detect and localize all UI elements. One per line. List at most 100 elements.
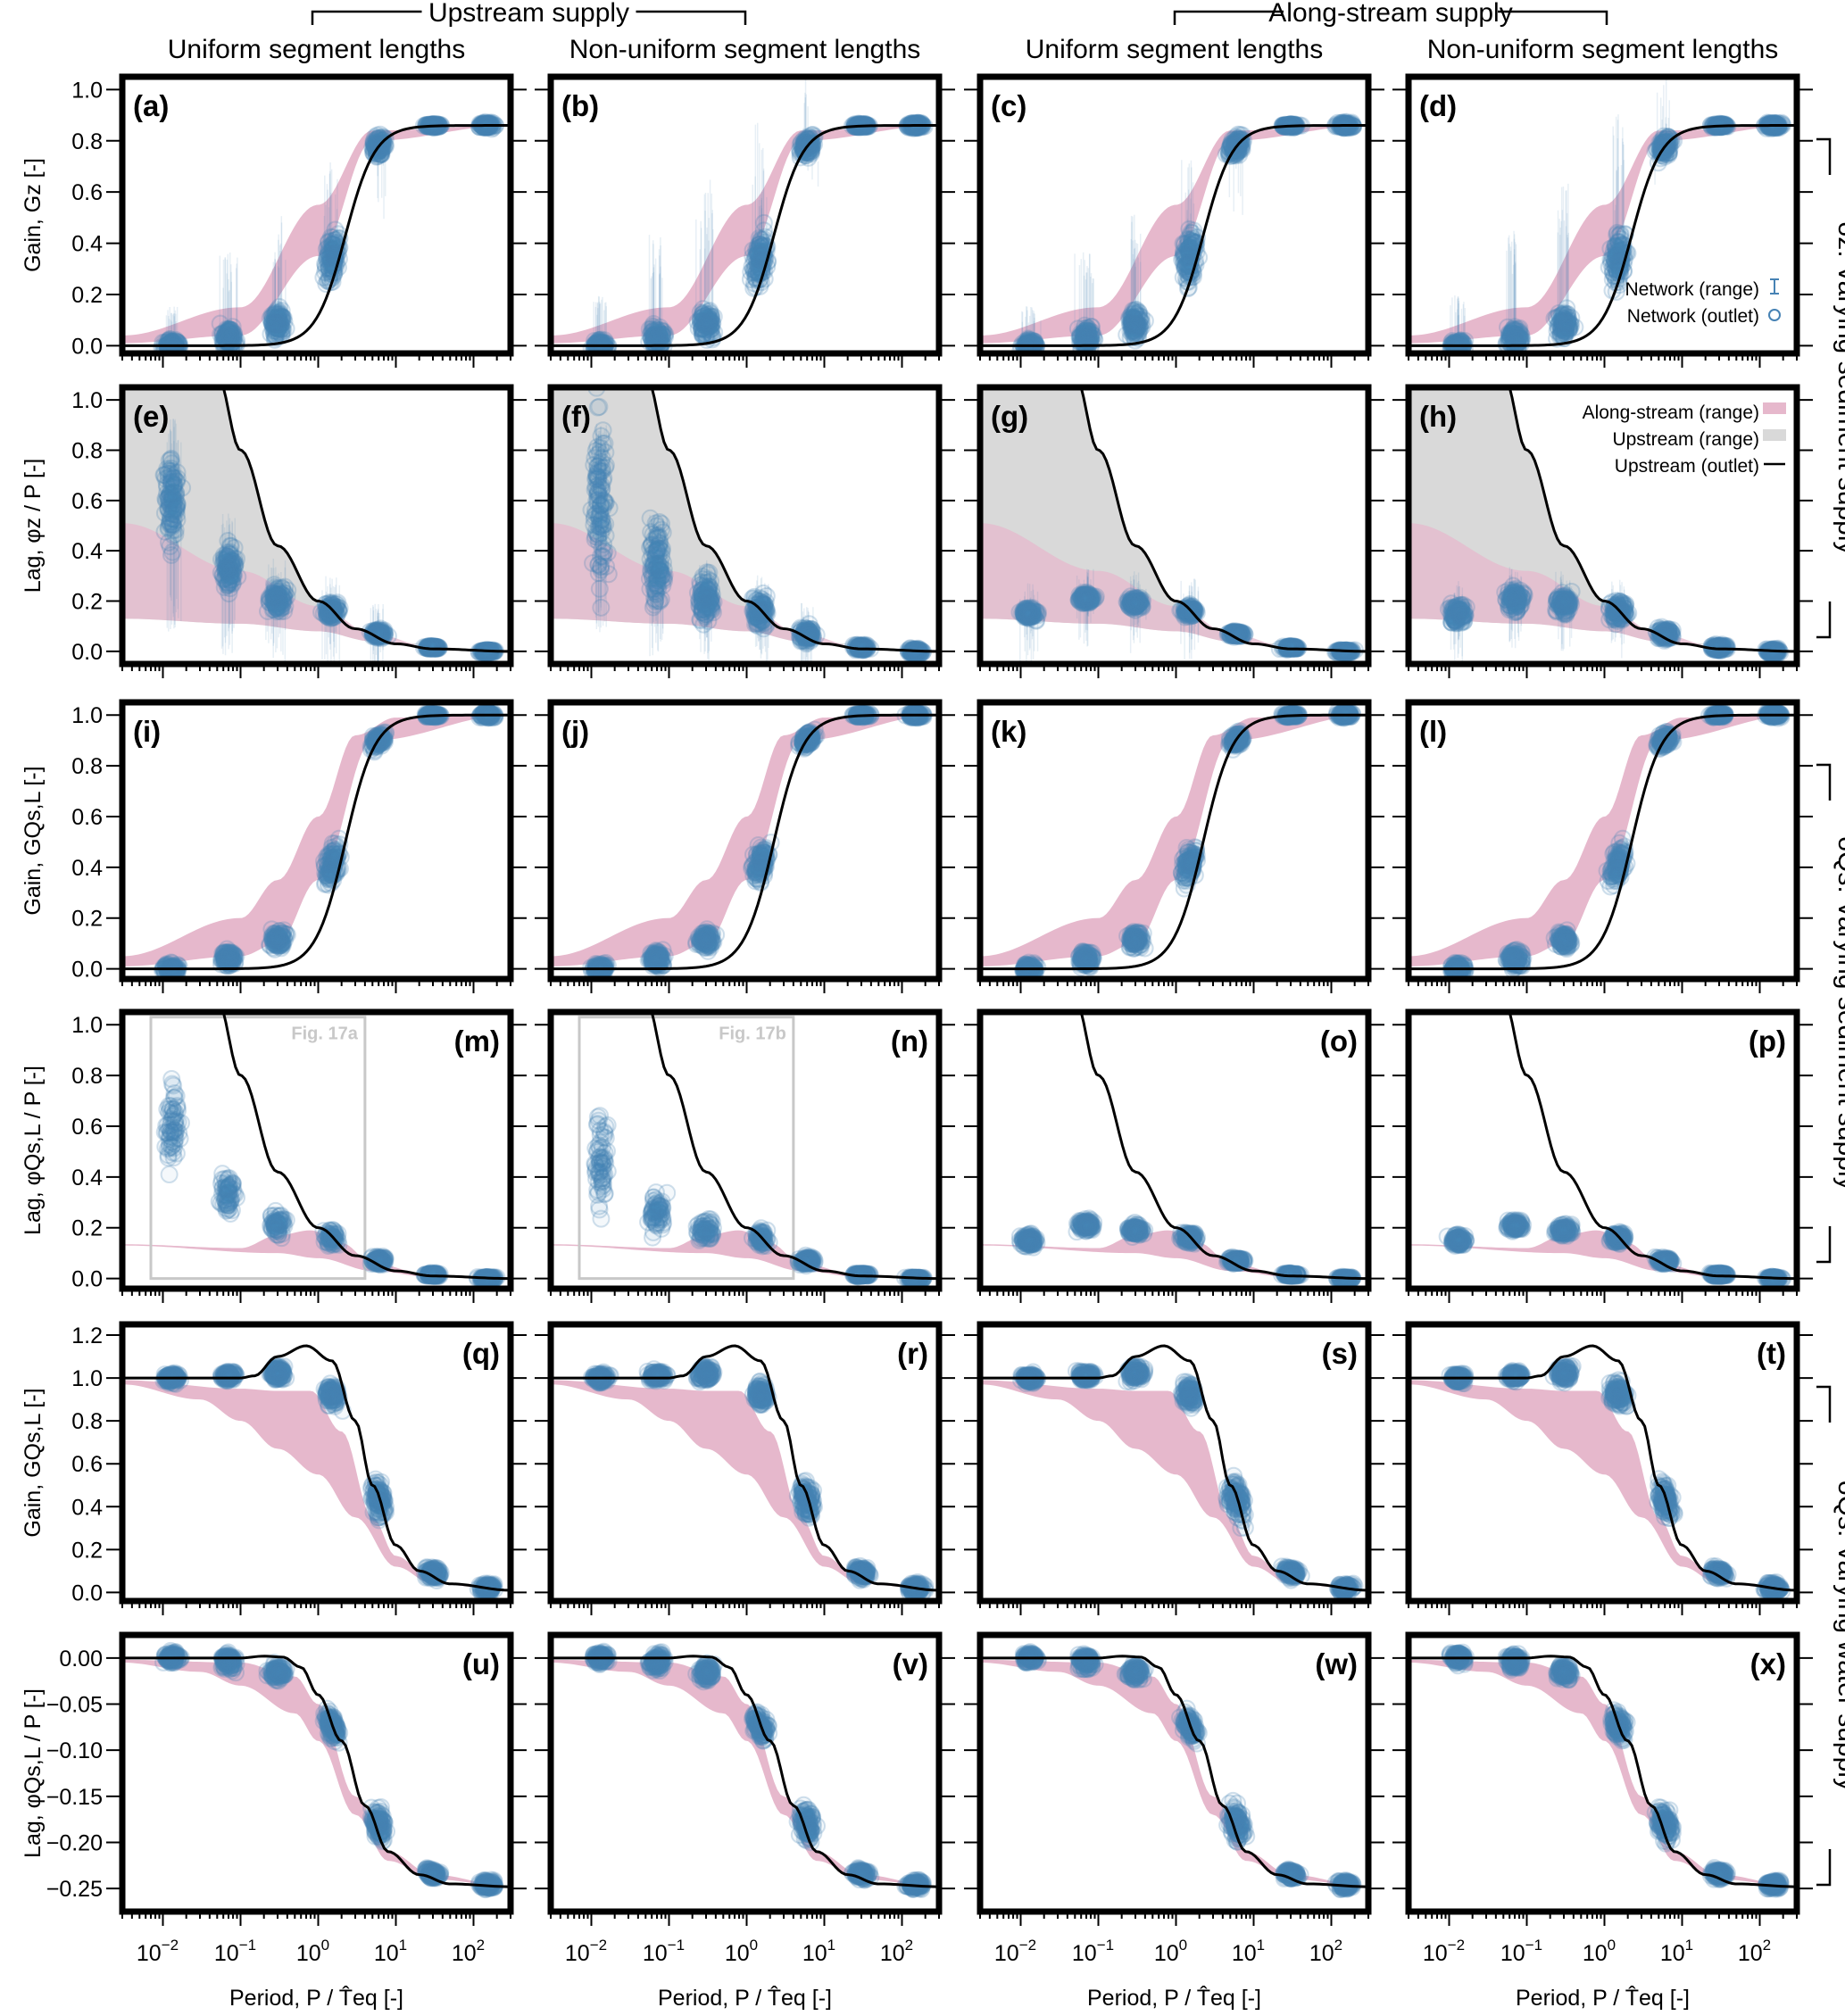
network-outlet-point bbox=[372, 129, 391, 147]
network-outlet-point bbox=[319, 244, 337, 262]
legend-label: Network (range) bbox=[1625, 279, 1759, 300]
group-header: Along-stream supply bbox=[1173, 0, 1608, 28]
network-outlet-point bbox=[264, 309, 283, 328]
network-outlet-point bbox=[268, 316, 287, 335]
network-outlet-point bbox=[425, 119, 444, 137]
network-outlet-point bbox=[224, 326, 243, 344]
network-outlet-point bbox=[484, 118, 503, 137]
y-tick-label: 0.6 bbox=[71, 180, 103, 205]
network-outlet-point bbox=[366, 137, 385, 156]
y-tick-label: 1.0 bbox=[71, 78, 103, 103]
network-outlet-point bbox=[222, 329, 241, 348]
network-outlet-point bbox=[223, 570, 242, 589]
network-outlet-point bbox=[216, 330, 235, 349]
network-outlet-point bbox=[594, 334, 613, 353]
network-outlet-point bbox=[265, 306, 284, 325]
network-outlet-point bbox=[266, 584, 285, 602]
network-outlet-point bbox=[262, 313, 281, 332]
network-outlet-point bbox=[264, 324, 283, 343]
network-outlet-point bbox=[266, 311, 285, 330]
y-tick-label: 0.2 bbox=[71, 590, 103, 615]
network-outlet-point bbox=[213, 325, 232, 344]
network-outlet-point bbox=[368, 144, 386, 162]
bracket-line bbox=[1173, 10, 1608, 25]
network-outlet-point bbox=[223, 323, 242, 342]
network-outlet-point bbox=[318, 249, 337, 268]
network-outlet-point bbox=[267, 313, 286, 332]
network-outlet-point bbox=[270, 314, 288, 333]
network-outlet-point bbox=[372, 130, 391, 149]
network-outlet-point bbox=[162, 454, 181, 473]
network-outlet-point bbox=[1126, 311, 1145, 330]
network-outlet-point bbox=[475, 114, 494, 133]
y-tick-label: 0.0 bbox=[71, 640, 103, 665]
network-outlet-point bbox=[369, 134, 387, 153]
network-outlet-point bbox=[163, 493, 182, 511]
network-outlet-point bbox=[269, 319, 287, 337]
network-outlet-point bbox=[320, 238, 339, 257]
network-outlet-point bbox=[266, 319, 285, 337]
network-outlet-point bbox=[1342, 119, 1360, 137]
network-outlet-point bbox=[474, 119, 493, 137]
network-outlet-point bbox=[220, 319, 239, 338]
network-outlet-point bbox=[266, 314, 285, 333]
network-outlet-point bbox=[320, 249, 338, 268]
network-outlet-point bbox=[267, 315, 286, 334]
network-outlet-point bbox=[270, 323, 288, 342]
network-outlet-point bbox=[262, 311, 281, 330]
network-outlet-point bbox=[273, 319, 292, 338]
network-outlet-point bbox=[215, 326, 234, 344]
network-outlet-point bbox=[1608, 226, 1626, 245]
network-outlet-point bbox=[270, 319, 289, 338]
network-outlet-point bbox=[270, 306, 288, 325]
network-outlet-point bbox=[221, 325, 240, 344]
along-stream-range-band bbox=[551, 125, 939, 344]
network-outlet-point bbox=[375, 136, 394, 154]
network-outlet-point bbox=[314, 268, 333, 286]
network-outlet-point bbox=[371, 139, 390, 158]
network-outlet-point bbox=[223, 326, 242, 344]
network-outlet-point bbox=[217, 319, 236, 338]
network-outlet-point bbox=[694, 325, 712, 344]
network-outlet-point bbox=[365, 138, 384, 157]
network-outlet-point bbox=[274, 309, 293, 328]
network-outlet-point bbox=[1547, 308, 1566, 327]
network-outlet-point bbox=[218, 322, 237, 341]
network-outlet-point bbox=[270, 315, 288, 334]
network-outlet-point bbox=[267, 313, 286, 332]
network-outlet-series bbox=[153, 112, 505, 353]
network-outlet-point bbox=[166, 330, 185, 349]
panel: (d) Network (range) Network (outlet) bbox=[1392, 73, 1813, 368]
network-outlet-point bbox=[269, 308, 287, 327]
network-outlet-point bbox=[373, 128, 392, 146]
network-outlet-point bbox=[366, 138, 385, 157]
network-outlet-point bbox=[220, 320, 238, 339]
network-outlet-point bbox=[217, 330, 236, 349]
network-outlet-point bbox=[368, 136, 386, 154]
network-outlet-point bbox=[372, 138, 391, 157]
group-header: Upstream supply bbox=[311, 0, 747, 28]
network-outlet-point bbox=[324, 236, 343, 254]
y-axis-label: Gain, Gz [-] bbox=[21, 158, 46, 272]
column-title: Non-uniform segment lengths bbox=[1427, 35, 1779, 64]
network-outlet-point bbox=[275, 312, 294, 331]
network-outlet-point bbox=[273, 313, 292, 332]
network-outlet-point bbox=[273, 308, 292, 327]
network-outlet-point bbox=[220, 323, 238, 342]
network-outlet-point bbox=[267, 308, 286, 327]
network-outlet-point bbox=[221, 327, 240, 345]
network-outlet-point bbox=[370, 131, 389, 150]
plot-area bbox=[122, 112, 511, 353]
network-outlet-point bbox=[270, 317, 289, 336]
network-outlet-point bbox=[264, 321, 283, 340]
network-outlet-point bbox=[266, 310, 285, 328]
network-outlet-point bbox=[161, 330, 179, 349]
network-outlet-point bbox=[269, 317, 287, 336]
network-outlet-point bbox=[370, 125, 389, 144]
network-outlet-point bbox=[220, 322, 238, 341]
network-outlet-point bbox=[211, 314, 229, 333]
network-outlet-point bbox=[319, 255, 337, 274]
network-outlet-point bbox=[375, 129, 394, 147]
network-outlet-point bbox=[268, 322, 287, 341]
network-outlet-point bbox=[321, 228, 340, 246]
